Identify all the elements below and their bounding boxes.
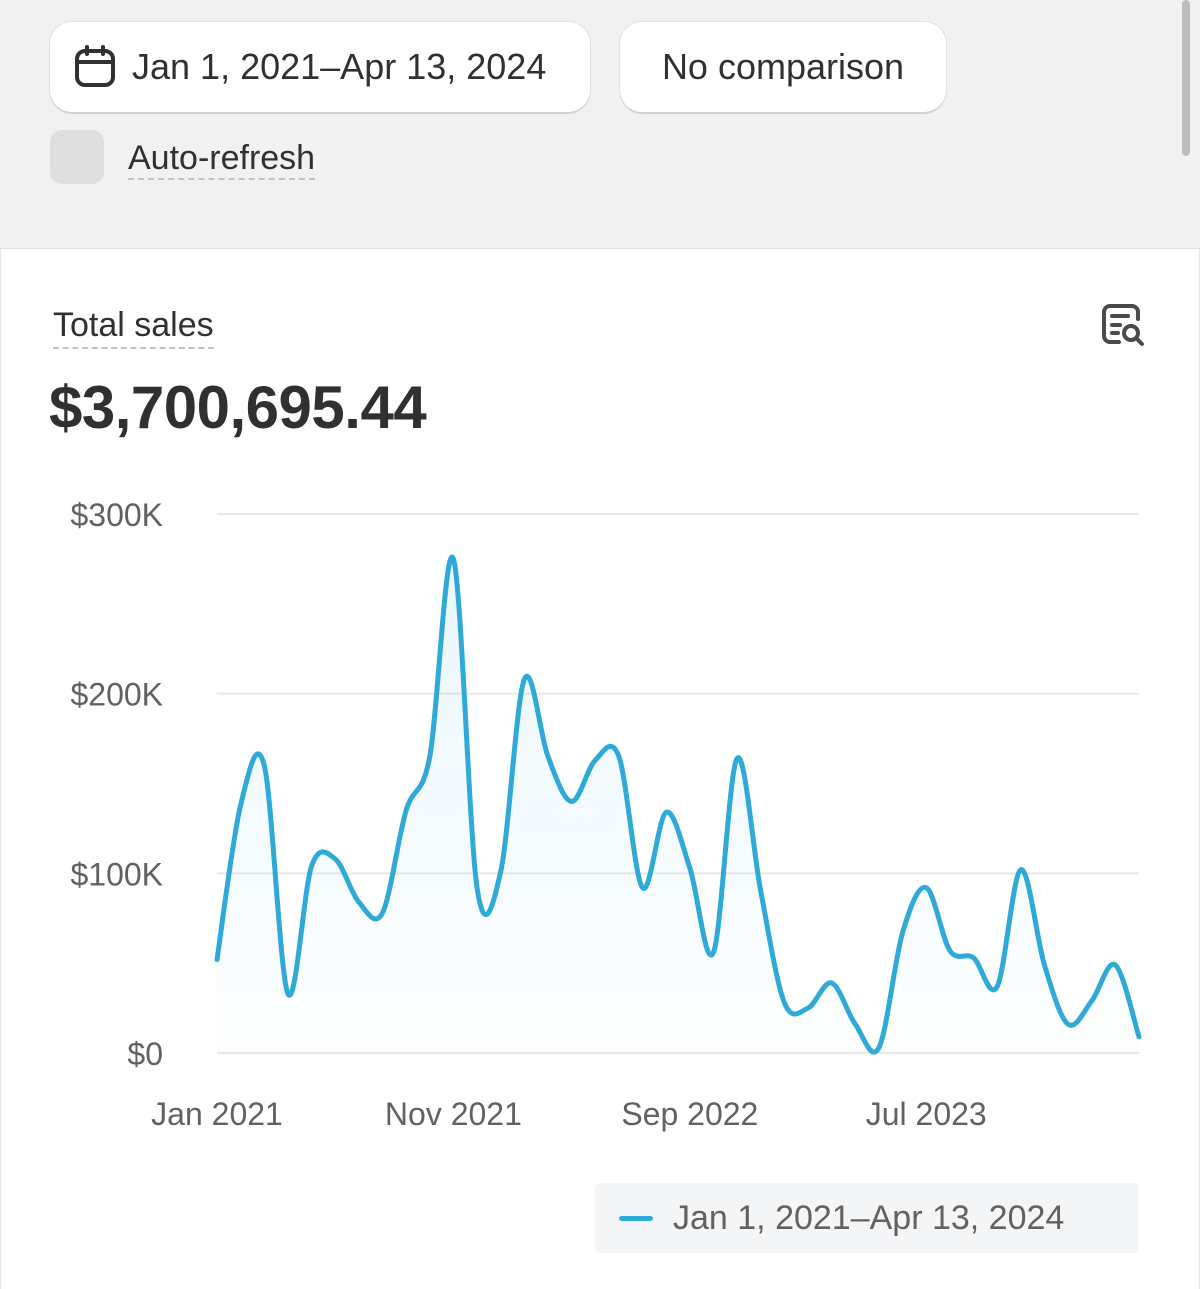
data-point: [238, 802, 244, 808]
data-point: [1136, 1034, 1142, 1040]
data-point: [852, 1021, 858, 1027]
data-point: [569, 798, 575, 804]
toolbar: Jan 1, 2021–Apr 13, 2024 No comparison A…: [0, 0, 1200, 248]
data-point: [592, 757, 598, 763]
data-point: [521, 676, 527, 682]
data-point: [403, 807, 409, 813]
data-point: [379, 910, 385, 916]
legend-label: Jan 1, 2021–Apr 13, 2024: [673, 1198, 1065, 1237]
data-point: [710, 949, 716, 955]
data-point: [616, 754, 622, 760]
data-point: [309, 863, 315, 869]
series-line: [214, 554, 1142, 1055]
data-point: [261, 763, 267, 769]
explore-report-icon[interactable]: [1099, 301, 1147, 349]
data-point: [1089, 998, 1095, 1004]
data-point: [900, 930, 906, 936]
total-sales-chart: $0 $100K $200K $300K Jan 2021 Nov 2021 Sep 202…: [70, 497, 1142, 1132]
data-point: [498, 869, 504, 875]
data-point: [781, 1000, 787, 1006]
date-range-label: Jan 1, 2021–Apr 13, 2024: [132, 46, 547, 87]
data-point: [427, 754, 433, 760]
auto-refresh-label[interactable]: Auto-refresh: [128, 138, 316, 180]
data-point: [1018, 867, 1024, 873]
auto-refresh-checkbox[interactable]: [50, 130, 104, 184]
data-point: [947, 948, 953, 954]
series-area: [217, 557, 1139, 1053]
y-tick-label: $100K: [70, 856, 163, 892]
x-tick-label: Jan 2021: [151, 1096, 283, 1132]
data-point: [805, 1005, 811, 1011]
data-point: [474, 885, 480, 891]
legend-swatch: [619, 1215, 653, 1221]
data-point: [545, 754, 551, 760]
metric-title[interactable]: Total sales: [53, 305, 214, 349]
data-point: [734, 755, 740, 761]
data-point: [1065, 1021, 1071, 1027]
x-tick-label: Nov 2021: [385, 1096, 522, 1132]
data-point: [758, 888, 764, 894]
calendar-icon: [75, 45, 115, 87]
y-tick-label: $0: [127, 1036, 163, 1072]
chart-legend[interactable]: Jan 1, 2021–Apr 13, 2024: [595, 1183, 1139, 1253]
data-point: [450, 556, 456, 562]
comparison-label: No comparison: [661, 46, 905, 87]
data-point: [640, 885, 646, 891]
data-point: [332, 856, 338, 862]
total-sales-card: Total sales $3,700,695.44 $0 $100K $200K $3…: [0, 248, 1200, 1289]
x-tick-label: Sep 2022: [621, 1096, 758, 1132]
data-point: [876, 1045, 882, 1051]
scrollbar[interactable]: [1182, 0, 1190, 156]
data-point: [1112, 962, 1118, 968]
data-point: [356, 899, 362, 905]
data-point: [923, 885, 929, 891]
data-point: [1041, 962, 1047, 968]
data-point: [285, 991, 291, 997]
date-range-picker-button[interactable]: Jan 1, 2021–Apr 13, 2024: [50, 22, 590, 112]
data-point: [214, 957, 220, 963]
data-point: [663, 809, 669, 815]
data-point: [994, 984, 1000, 990]
x-tick-label: Jul 2023: [866, 1096, 987, 1132]
y-tick-label: $300K: [70, 497, 163, 533]
metric-value: $3,700,695.44: [49, 374, 427, 441]
data-point: [971, 955, 977, 961]
data-point: [829, 980, 835, 986]
y-tick-label: $200K: [70, 677, 163, 713]
data-point: [687, 865, 693, 871]
comparison-button[interactable]: No comparison: [620, 22, 946, 112]
